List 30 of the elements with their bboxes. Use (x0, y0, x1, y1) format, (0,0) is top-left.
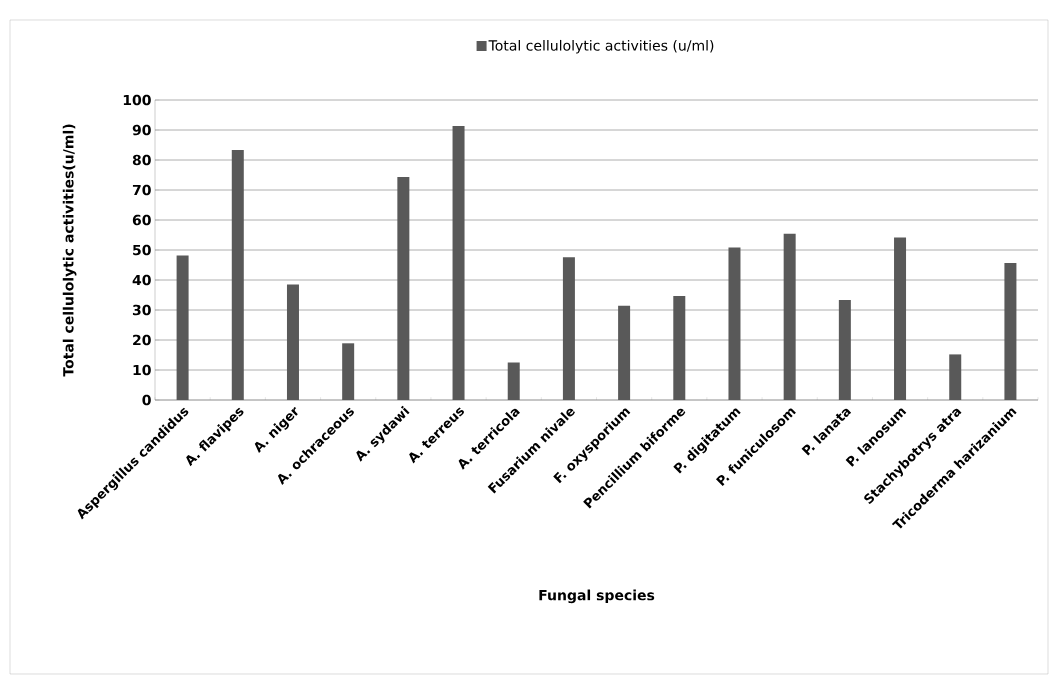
bar (176, 255, 189, 400)
bar (562, 257, 575, 400)
y-axis-title: Total cellulolytic activities(u/ml) (62, 124, 77, 377)
x-axis-title: Fungal species (539, 589, 655, 604)
y-tick-label: 70 (132, 184, 151, 196)
bar (507, 362, 520, 400)
y-tick-label: 60 (132, 214, 151, 226)
bar (342, 343, 355, 400)
bar (452, 126, 465, 400)
bar (618, 305, 631, 400)
y-tick-label: 10 (133, 364, 151, 376)
bar (838, 300, 851, 400)
bar (673, 295, 686, 400)
legend-label: Total cellulolytic activities (u/ml) (488, 39, 714, 54)
bar (231, 150, 244, 400)
y-tick-label: 30 (132, 304, 151, 316)
y-tick-label: 0 (142, 394, 151, 406)
bar (286, 284, 299, 400)
bar (397, 177, 410, 400)
bar (1004, 262, 1017, 400)
bar (783, 233, 796, 400)
y-tick-label: 80 (132, 154, 151, 166)
bar (949, 354, 962, 400)
y-tick-label: 50 (133, 244, 151, 256)
bar (894, 237, 907, 400)
y-tick-label: 100 (123, 94, 151, 106)
y-tick-label: 40 (132, 274, 151, 286)
y-tick-label: 90 (132, 124, 151, 136)
bar (728, 247, 741, 400)
y-tick-label: 20 (133, 334, 151, 346)
